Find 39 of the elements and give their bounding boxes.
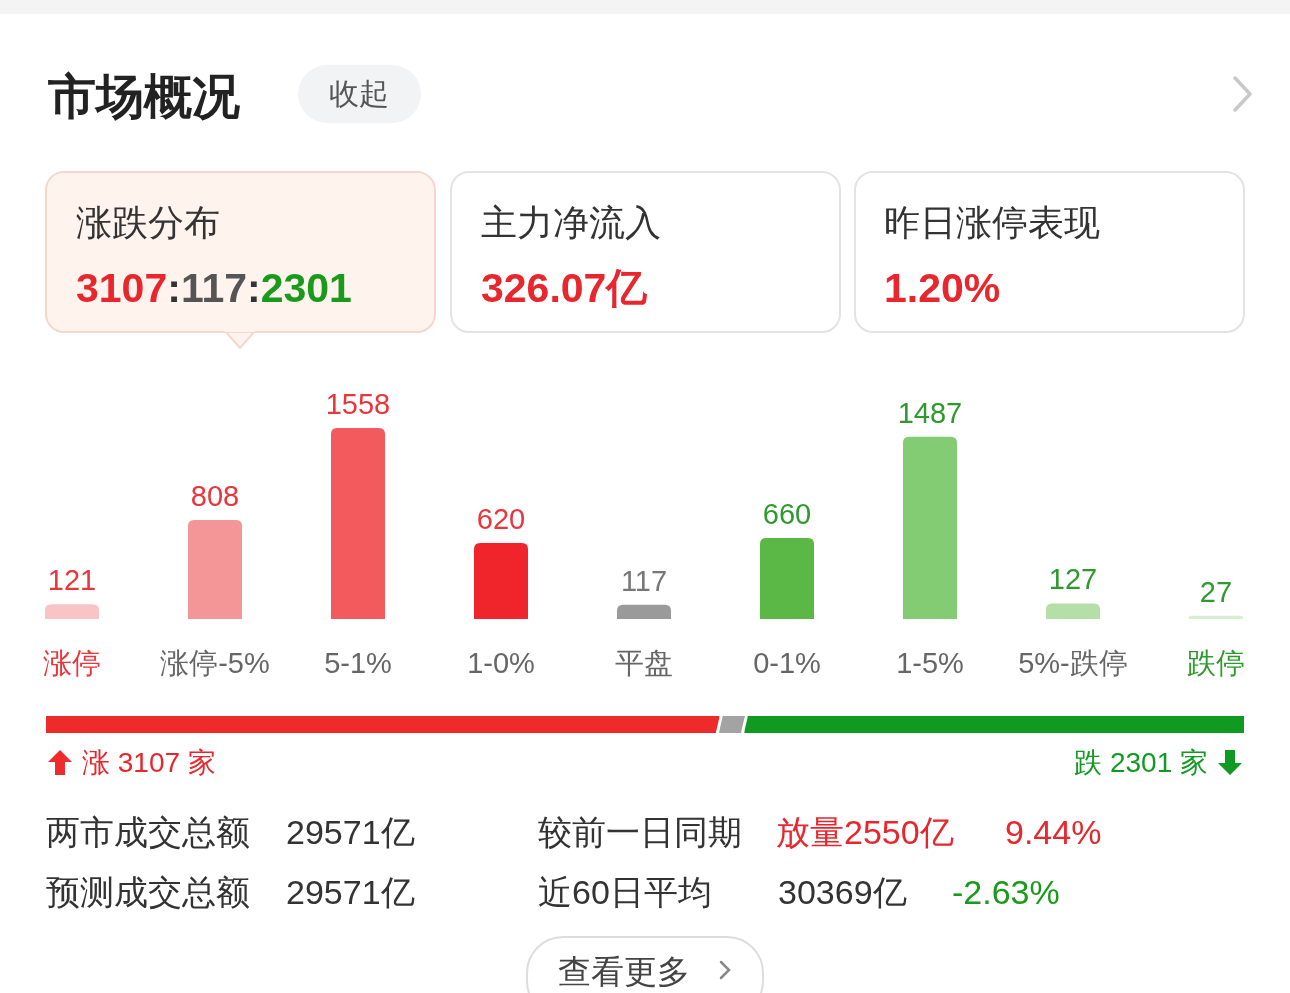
text: 涨 3107 家 bbox=[82, 747, 216, 778]
chart-title: 市场概况 bbox=[47, 70, 240, 123]
data-label: 1487 bbox=[897, 396, 963, 429]
x-tick-label: 涨停-5% bbox=[160, 647, 270, 679]
text: -2.63% bbox=[952, 873, 1060, 911]
text: 放量2550亿 bbox=[776, 813, 954, 851]
x-tick-label: 跌停 bbox=[1187, 647, 1245, 679]
x-tick-label: 1-5% bbox=[896, 647, 964, 679]
data-label: 620 bbox=[476, 502, 526, 535]
text: 1.20% bbox=[884, 265, 1001, 311]
text: 昨日涨停表现 bbox=[884, 202, 1100, 243]
text: 29571亿 bbox=[286, 813, 415, 851]
data-label: 117 bbox=[620, 564, 668, 597]
data-label: 660 bbox=[762, 498, 812, 531]
x-tick-label: 涨停 bbox=[43, 647, 101, 679]
data-label: 27 bbox=[1199, 575, 1233, 608]
text: 9.44% bbox=[1005, 813, 1102, 851]
x-tick-label: 5%-跌停 bbox=[1018, 647, 1128, 679]
data-label: 127 bbox=[1048, 563, 1098, 596]
data-label: 808 bbox=[190, 479, 240, 512]
text: 跌 2301 家 bbox=[1074, 747, 1208, 778]
text: 30369亿 bbox=[778, 873, 907, 911]
text: 涨跌分布 bbox=[76, 202, 220, 243]
text: 近60日平均 bbox=[538, 873, 712, 911]
text: 3107:117:2301 bbox=[76, 265, 352, 311]
text: 326.07亿 bbox=[481, 265, 649, 311]
x-tick-label: 1-0% bbox=[467, 647, 535, 679]
text: 查看更多 bbox=[558, 953, 690, 990]
text: 29571亿 bbox=[286, 873, 415, 911]
x-tick-label: 0-1% bbox=[753, 647, 821, 679]
data-label: 1558 bbox=[325, 388, 391, 420]
x-tick-label: 5-1% bbox=[324, 647, 392, 679]
text: 预测成交总额 bbox=[46, 873, 250, 911]
data-label: 121 bbox=[47, 564, 97, 597]
text: 主力净流入 bbox=[481, 202, 661, 243]
text: 两市成交总额 bbox=[46, 813, 250, 851]
text: 收起 bbox=[329, 77, 389, 110]
x-tick-label: 平盘 bbox=[615, 647, 673, 679]
text: 较前一日同期 bbox=[538, 813, 742, 851]
